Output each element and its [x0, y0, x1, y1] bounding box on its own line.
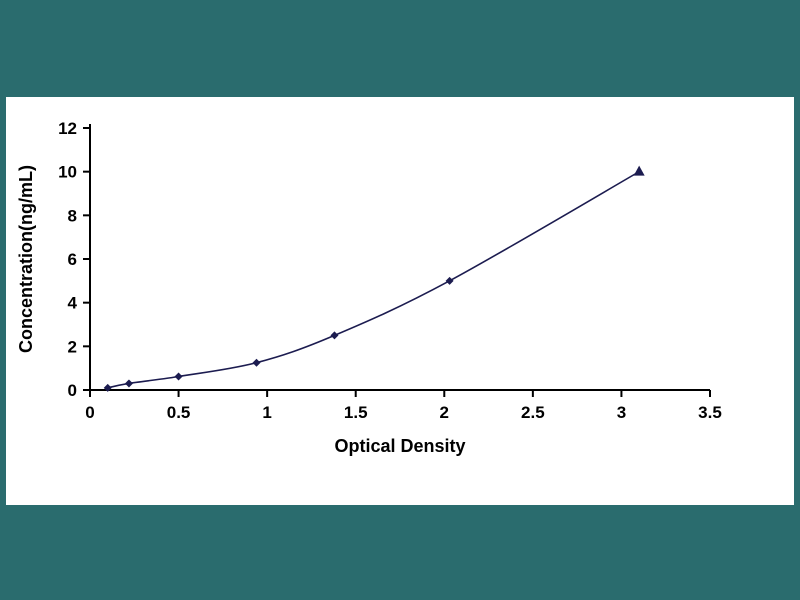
standard-curve-chart: 0 0.5 1 1.5 2 2.5 3 3.5 0 2 4 6 8 10 12 Optical Density… [16, 119, 722, 456]
x-axis-label: Optical Density [334, 436, 465, 456]
data-point-marker [174, 372, 183, 381]
data-point-marker [124, 379, 133, 388]
x-axis-ticks [89, 390, 711, 397]
y-tick-label: 10 [58, 163, 77, 182]
x-tick-label: 2.5 [521, 403, 545, 422]
curve-line [107, 171, 640, 389]
y-tick-label: 12 [58, 119, 77, 138]
x-tick-label: 0 [85, 403, 94, 422]
x-tick-label: 1.5 [344, 403, 368, 422]
y-tick-label: 8 [68, 206, 77, 225]
data-point-marker [252, 358, 261, 367]
x-tick-label: 2 [440, 403, 449, 422]
y-tick-label: 2 [68, 337, 77, 356]
data-point-marker [633, 165, 645, 176]
x-tick-label: 1 [262, 403, 271, 422]
y-tick-label: 4 [68, 294, 78, 313]
y-tick-label: 6 [68, 250, 77, 269]
y-axis-label: Concentration(ng/mL) [16, 165, 36, 353]
x-tick-label: 0.5 [167, 403, 191, 422]
y-tick-label: 0 [68, 381, 77, 400]
axes [89, 124, 710, 391]
y-axis-ticks [83, 127, 90, 391]
data-point-marker [103, 383, 112, 392]
chart-panel: 0 0.5 1 1.5 2 2.5 3 3.5 0 2 4 6 8 10 12 Optical Density… [6, 97, 794, 505]
data-point-markers [103, 165, 645, 392]
data-point-marker [330, 331, 339, 340]
data-point-marker [445, 276, 454, 285]
x-tick-label: 3 [617, 403, 626, 422]
x-tick-label: 3.5 [698, 403, 722, 422]
